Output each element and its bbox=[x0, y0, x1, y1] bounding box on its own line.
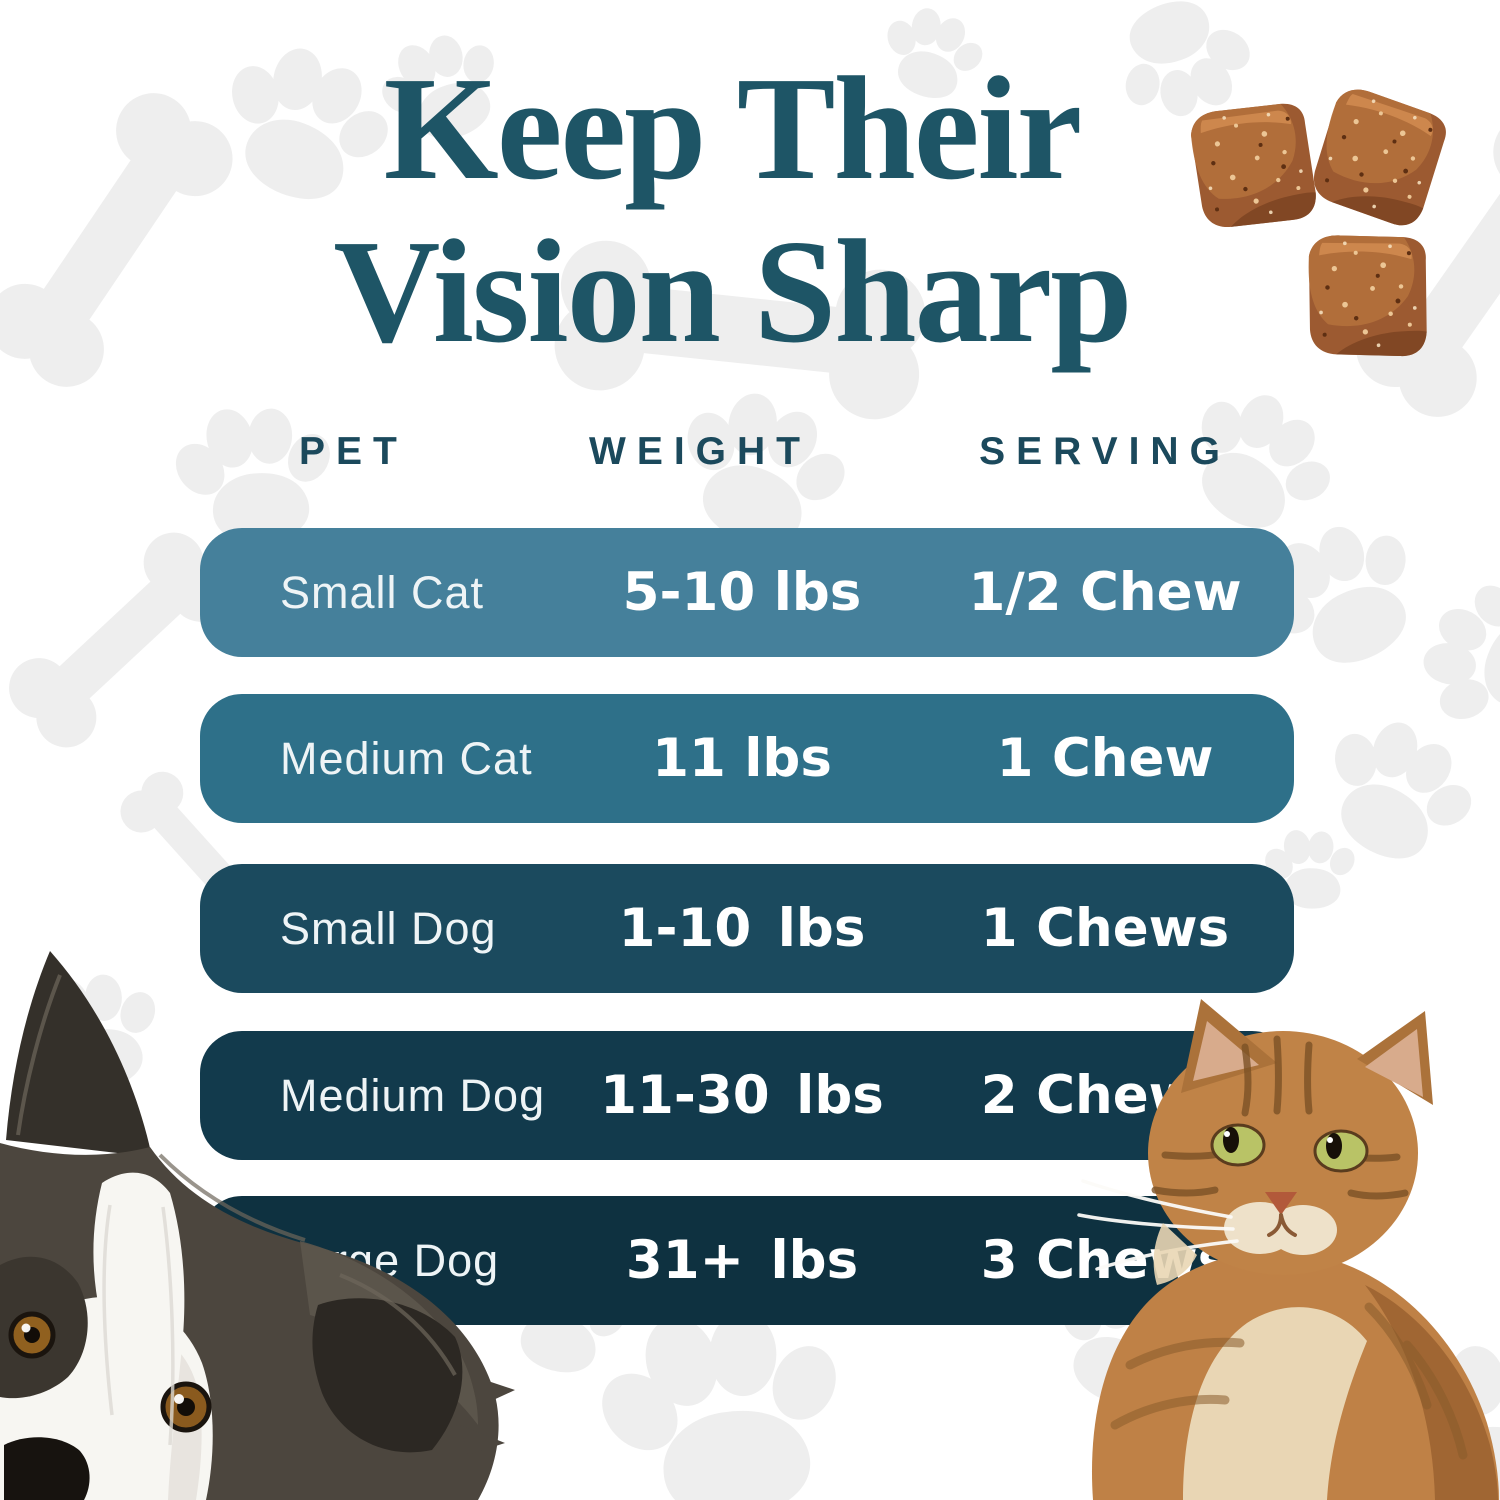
pet-label: Medium Dog bbox=[280, 1069, 546, 1121]
pet-label: Medium Cat bbox=[280, 732, 533, 784]
serving-table-row-small-dog: Small Dog 1-10 lbs 1 Chews bbox=[200, 864, 1294, 993]
page-title-line1: Keep Their bbox=[383, 47, 1083, 211]
cat-nose bbox=[1265, 1192, 1297, 1215]
pet-label: Small Dog bbox=[280, 902, 497, 954]
dog-nose bbox=[4, 1437, 90, 1500]
serving-table-row-medium-dog: Medium Dog 11-30 lbs 2 Chews bbox=[200, 1031, 1294, 1160]
serving-table-row-medium-cat: Medium Cat 11 lbs 1 Chew bbox=[200, 694, 1294, 823]
page-title: Keep Their Vision Sharp bbox=[0, 48, 1464, 374]
weight-value: 11-30 lbs bbox=[600, 1065, 884, 1126]
column-header-pet: PET bbox=[299, 430, 408, 473]
serving-value: 1 Chews bbox=[980, 898, 1230, 959]
weight-value: 1-10 lbs bbox=[618, 898, 866, 959]
weight-value: 5-10 lbs bbox=[622, 562, 862, 623]
serving-table-row-small-cat: Small Cat 5-10 lbs 1/2 Chew bbox=[200, 528, 1294, 657]
supplement-chews-photo bbox=[1183, 83, 1452, 363]
cat-photo bbox=[1077, 999, 1499, 1500]
serving-value: 1 Chew bbox=[996, 728, 1214, 789]
dog-photo bbox=[0, 951, 515, 1500]
page-title-line2: Vision Sharp bbox=[333, 209, 1132, 374]
serving-value: 1/2 Chew bbox=[968, 562, 1242, 623]
column-header-serving: SERVING bbox=[979, 430, 1231, 473]
weight-value: 31+ lbs bbox=[625, 1230, 859, 1291]
column-header-weight: WEIGHT bbox=[589, 430, 811, 473]
weight-value: 11 lbs bbox=[652, 728, 832, 789]
pet-label: Small Cat bbox=[280, 566, 485, 618]
